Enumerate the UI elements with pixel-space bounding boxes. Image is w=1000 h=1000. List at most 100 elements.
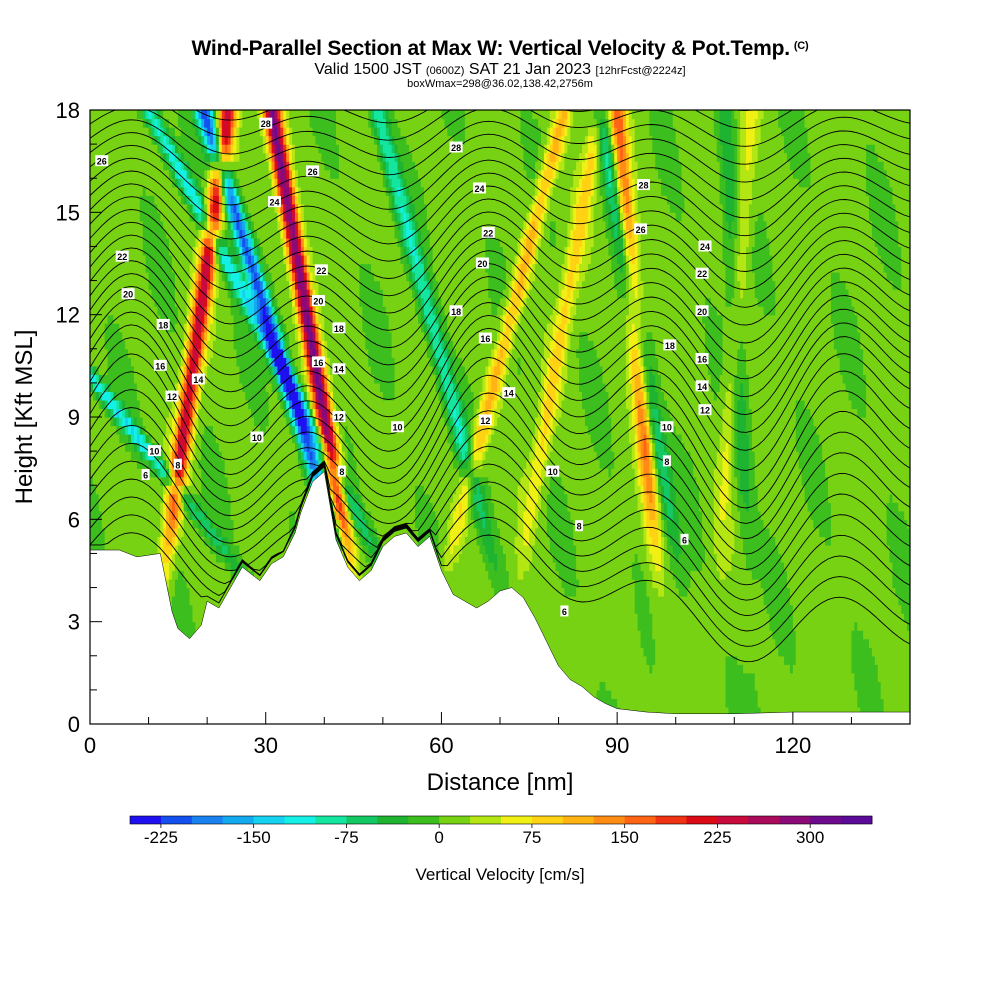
w-cell xyxy=(538,237,542,248)
theta-contour-line xyxy=(90,324,910,471)
w-cell xyxy=(101,110,106,375)
w-cell xyxy=(746,169,750,248)
w-cell xyxy=(605,391,609,469)
w-cell xyxy=(198,246,202,256)
w-cell xyxy=(787,161,791,589)
w-cell xyxy=(382,306,387,401)
w-cell xyxy=(628,195,633,239)
w-cell xyxy=(552,306,557,324)
w-cell xyxy=(163,493,167,529)
w-cell xyxy=(160,476,164,486)
w-cell xyxy=(371,118,375,128)
w-cell xyxy=(517,110,522,239)
w-cell xyxy=(213,220,217,230)
w-cell xyxy=(661,502,665,520)
theta-label-text: 8 xyxy=(175,460,180,470)
w-cell xyxy=(213,186,217,196)
w-cell xyxy=(224,195,229,205)
w-cell xyxy=(637,451,642,469)
w-cell xyxy=(242,220,246,230)
theta-label-bg xyxy=(191,373,205,385)
w-cell xyxy=(215,212,220,222)
w-cell xyxy=(204,348,208,367)
w-cell xyxy=(95,110,100,367)
w-cell xyxy=(795,178,800,401)
w-cell xyxy=(303,280,308,290)
w-cell xyxy=(734,237,738,375)
w-cell xyxy=(658,485,662,495)
w-cell xyxy=(195,237,199,248)
y-tick-label: 15 xyxy=(56,200,80,225)
w-cell xyxy=(341,493,346,503)
w-cell xyxy=(330,493,334,503)
w-cell xyxy=(210,110,214,120)
w-cell xyxy=(210,246,214,265)
w-cell xyxy=(289,365,293,375)
w-cell xyxy=(283,229,287,239)
w-cell xyxy=(546,323,551,358)
w-cell xyxy=(628,272,633,333)
w-cell xyxy=(444,425,448,546)
w-cell xyxy=(485,553,489,572)
w-cell xyxy=(631,425,636,469)
w-cell xyxy=(303,365,308,375)
w-cell xyxy=(514,553,519,614)
w-cell xyxy=(215,536,220,546)
w-cell xyxy=(133,442,138,452)
w-cell xyxy=(652,561,656,589)
w-cell xyxy=(552,323,557,350)
w-cell xyxy=(131,442,135,461)
w-cell xyxy=(661,596,665,724)
w-cell xyxy=(564,382,568,495)
w-cell xyxy=(254,237,258,248)
w-cell xyxy=(239,229,243,239)
w-cell xyxy=(297,297,302,307)
w-cell xyxy=(174,493,179,520)
w-cell xyxy=(488,365,492,375)
w-cell xyxy=(309,434,314,452)
w-cell xyxy=(886,280,891,503)
w-cell xyxy=(746,374,750,435)
w-cell xyxy=(277,161,281,171)
w-cell xyxy=(576,297,580,350)
w-cell xyxy=(347,502,352,512)
w-cell xyxy=(289,417,293,427)
w-cell xyxy=(242,203,246,213)
w-cell xyxy=(336,144,340,179)
w-cell xyxy=(502,110,507,256)
w-cell xyxy=(725,502,730,572)
w-cell xyxy=(611,220,615,239)
w-cell xyxy=(160,110,164,120)
w-cell xyxy=(391,144,396,154)
w-cell xyxy=(166,110,170,120)
theta-contour-line xyxy=(90,273,910,398)
w-cell xyxy=(857,110,861,333)
w-cell xyxy=(520,144,525,230)
w-cell xyxy=(230,212,235,222)
w-cell xyxy=(107,382,112,393)
w-cell xyxy=(649,502,653,520)
w-cell xyxy=(526,178,530,213)
w-cell xyxy=(297,357,302,375)
w-cell xyxy=(218,118,223,128)
w-cell xyxy=(541,110,545,162)
w-cell xyxy=(221,272,226,282)
w-cell xyxy=(154,468,158,478)
w-cell xyxy=(283,135,287,145)
w-cell xyxy=(857,331,861,418)
w-cell xyxy=(195,417,199,435)
w-cell xyxy=(649,476,653,503)
w-cell xyxy=(213,110,217,120)
w-cell xyxy=(303,417,308,435)
w-cell xyxy=(192,212,197,222)
w-cell xyxy=(233,263,238,273)
w-cell xyxy=(295,169,299,188)
w-cell xyxy=(259,323,264,333)
w-cell xyxy=(813,527,817,724)
w-cell xyxy=(623,237,627,256)
w-cell xyxy=(292,425,296,435)
w-cell xyxy=(652,544,656,563)
w-cell xyxy=(330,468,334,486)
w-cell xyxy=(198,212,202,222)
w-cell xyxy=(479,485,484,495)
